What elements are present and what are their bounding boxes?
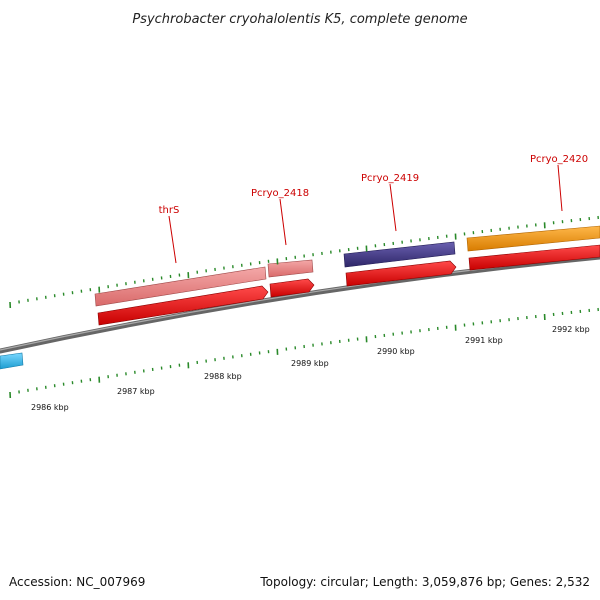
leader-line-thrs bbox=[168, 215, 177, 264]
gene-block-pcryo-2420 bbox=[466, 225, 600, 252]
cds-arrow-pcryo-2419 bbox=[345, 260, 457, 287]
gene-block-pcryo-2419 bbox=[343, 241, 456, 268]
tick-label-2991: 2991 kbp bbox=[465, 336, 503, 345]
gene-label-pcryo-2420[interactable]: Pcryo_2420 bbox=[530, 154, 588, 165]
cds-arrow-pcryo-2418 bbox=[269, 278, 315, 298]
gene-block-thrs bbox=[94, 266, 267, 307]
genome-backbone bbox=[0, 254, 600, 354]
tick-label-2988: 2988 kbp bbox=[204, 372, 242, 381]
gene-label-pcryo-2418[interactable]: Pcryo_2418 bbox=[251, 188, 309, 199]
tick-track-upper bbox=[9, 215, 599, 309]
gene-block-pcryo-2418 bbox=[267, 259, 314, 278]
gene-label-pcryo-2419[interactable]: Pcryo_2419 bbox=[361, 173, 419, 184]
footer-summary: Topology: circular; Length: 3,059,876 bp… bbox=[259, 575, 590, 589]
tick-label-2987: 2987 kbp bbox=[117, 387, 155, 396]
cds-arrow-thrs bbox=[97, 285, 269, 326]
map-title: Psychrobacter cryohalolentis K5, complet… bbox=[132, 12, 467, 27]
gene-label-thrs[interactable]: thrS bbox=[159, 205, 180, 216]
tick-label-2989: 2989 kbp bbox=[291, 359, 329, 368]
leader-line-pcryo-2420 bbox=[557, 164, 563, 212]
gene-cyan-segment bbox=[0, 352, 24, 370]
tick-label-2986: 2986 kbp bbox=[31, 403, 69, 412]
tick-track-lower bbox=[9, 307, 599, 399]
footer-accession: Accession: NC_007969 bbox=[9, 575, 145, 589]
cds-arrow-pcryo-2420 bbox=[468, 244, 600, 271]
tick-label-2992: 2992 kbp bbox=[552, 325, 590, 334]
tick-label-2990: 2990 kbp bbox=[377, 347, 415, 356]
leader-line-pcryo-2418 bbox=[279, 198, 287, 246]
leader-line-pcryo-2419 bbox=[389, 183, 397, 232]
